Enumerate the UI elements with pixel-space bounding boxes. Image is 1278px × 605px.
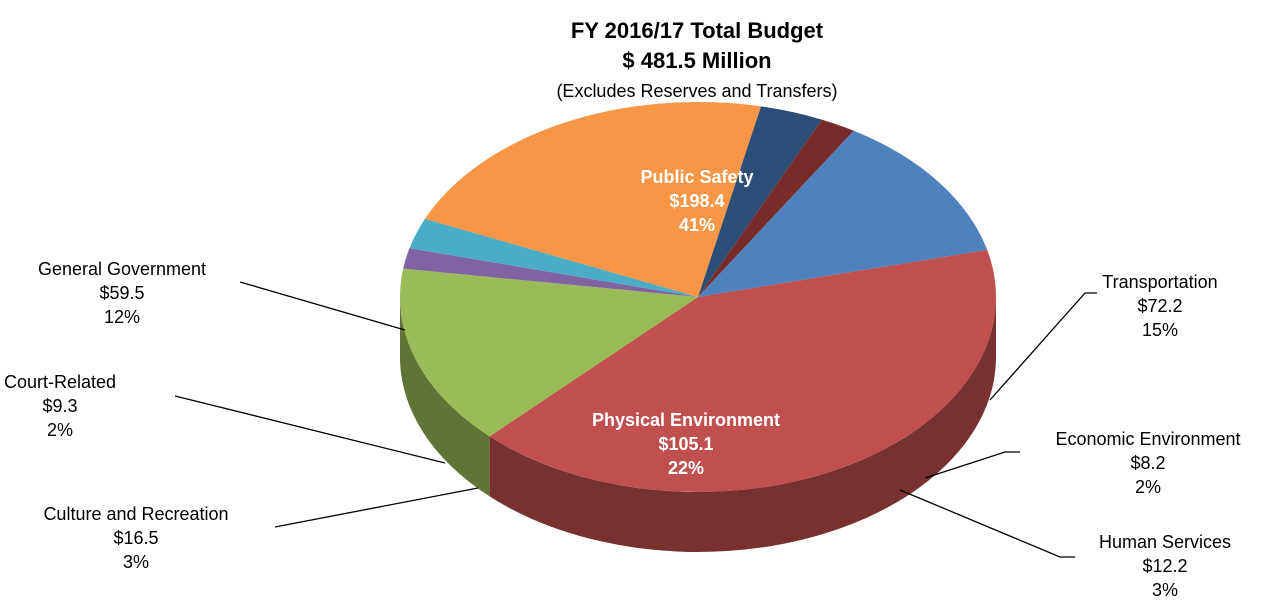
leader-line [989, 292, 1097, 401]
value-label: $198.4 [669, 191, 724, 211]
category-label: Human Services [1099, 532, 1231, 552]
percent-label: 12% [104, 307, 140, 327]
category-label: Public Safety [640, 167, 753, 187]
slice [698, 119, 854, 298]
percent-label: 3% [1152, 580, 1178, 600]
slice [698, 106, 822, 297]
slice [409, 218, 698, 297]
value-label: $9.3 [42, 396, 77, 416]
slice [424, 101, 762, 297]
chart-note: (Excludes Reserves and Transfers) [556, 81, 837, 101]
slice [489, 249, 997, 493]
category-label: Economic Environment [1055, 429, 1240, 449]
percent-label: 2% [47, 420, 73, 440]
percent-label: 2% [1135, 477, 1161, 497]
leader-line [239, 281, 406, 331]
category-label: General Government [38, 259, 206, 279]
slice [400, 268, 698, 437]
category-label: Transportation [1102, 272, 1217, 292]
percent-label: 41% [679, 215, 715, 235]
value-label: $59.5 [99, 283, 144, 303]
value-label: $105.1 [658, 434, 713, 454]
slice-side [400, 297, 490, 497]
percent-label: 22% [668, 458, 704, 478]
value-label: $12.2 [1142, 556, 1187, 576]
slice [698, 130, 988, 297]
category-label: Culture and Recreation [43, 504, 228, 524]
percent-label: 15% [1142, 320, 1178, 340]
leader-line [899, 489, 1075, 558]
chart-title: FY 2016/17 Total Budget [571, 18, 824, 43]
leader-line [924, 451, 1020, 479]
category-label: Court-Related [4, 372, 116, 392]
percent-label: 3% [123, 552, 149, 572]
category-label: Physical Environment [592, 410, 780, 430]
value-label: $72.2 [1137, 296, 1182, 316]
chart-subtitle: $ 481.5 Million [622, 48, 771, 73]
slice [403, 248, 698, 297]
slice-side [489, 297, 996, 553]
leader-line [174, 395, 446, 464]
value-label: $16.5 [113, 528, 158, 548]
value-label: $8.2 [1130, 453, 1165, 473]
leader-line [274, 487, 479, 528]
